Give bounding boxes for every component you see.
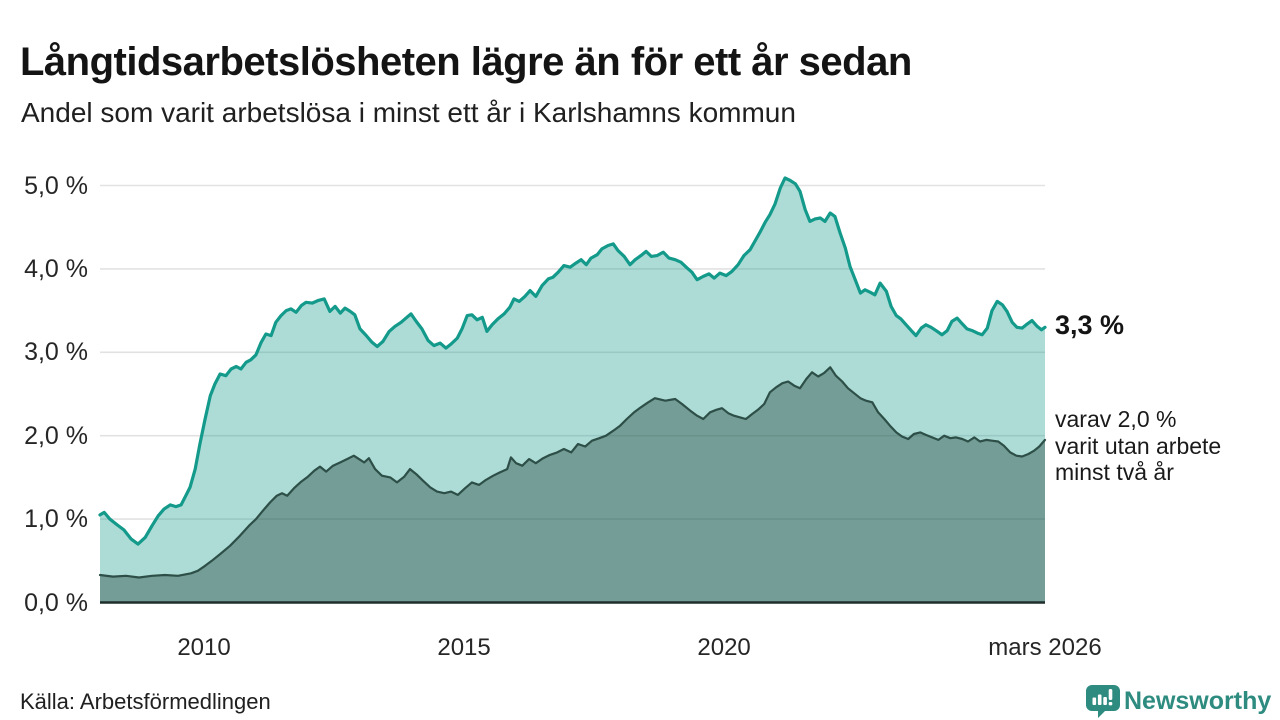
series-area-1 <box>100 367 1045 603</box>
secondary-annotation: varav 2,0 % varit utan arbete minst två … <box>1055 406 1221 486</box>
newsworthy-bubble-chart-icon <box>1086 685 1120 718</box>
secondary-annotation-line-3: minst två år <box>1055 459 1174 485</box>
y-tick-label-0: 0,0 % <box>24 588 88 617</box>
y-tick-label-1: 1,0 % <box>24 505 88 534</box>
x-tick-label-2015: 2015 <box>437 634 491 661</box>
series-line-0 <box>98 176 1047 546</box>
newsworthy-wordmark: Newsworthy <box>1124 687 1272 715</box>
y-tick-label-2: 2,0 % <box>24 421 88 450</box>
secondary-annotation-line-1: varav 2,0 % <box>1055 406 1177 432</box>
series-area-0 <box>100 178 1045 603</box>
latest-value-annotation: 3,3 % <box>1055 310 1125 340</box>
x-tick-label-2020: 2020 <box>697 634 751 661</box>
source-caption: Källa: Arbetsförmedlingen <box>20 689 271 714</box>
chart-title: Långtidsarbetslösheten lägre än för ett … <box>20 39 912 84</box>
y-tick-label-5: 5,0 % <box>24 171 88 200</box>
y-tick-label-3: 3,0 % <box>24 338 88 367</box>
series-line-1 <box>98 366 1047 579</box>
x-tick-label-mars-2026: mars 2026 <box>988 634 1102 661</box>
secondary-annotation-line-2: varit utan arbete <box>1055 432 1222 459</box>
y-tick-label-4: 4,0 % <box>24 254 88 283</box>
x-tick-label-2010: 2010 <box>177 634 231 661</box>
chart-subtitle: Andel som varit arbetslösa i minst ett å… <box>21 97 796 128</box>
